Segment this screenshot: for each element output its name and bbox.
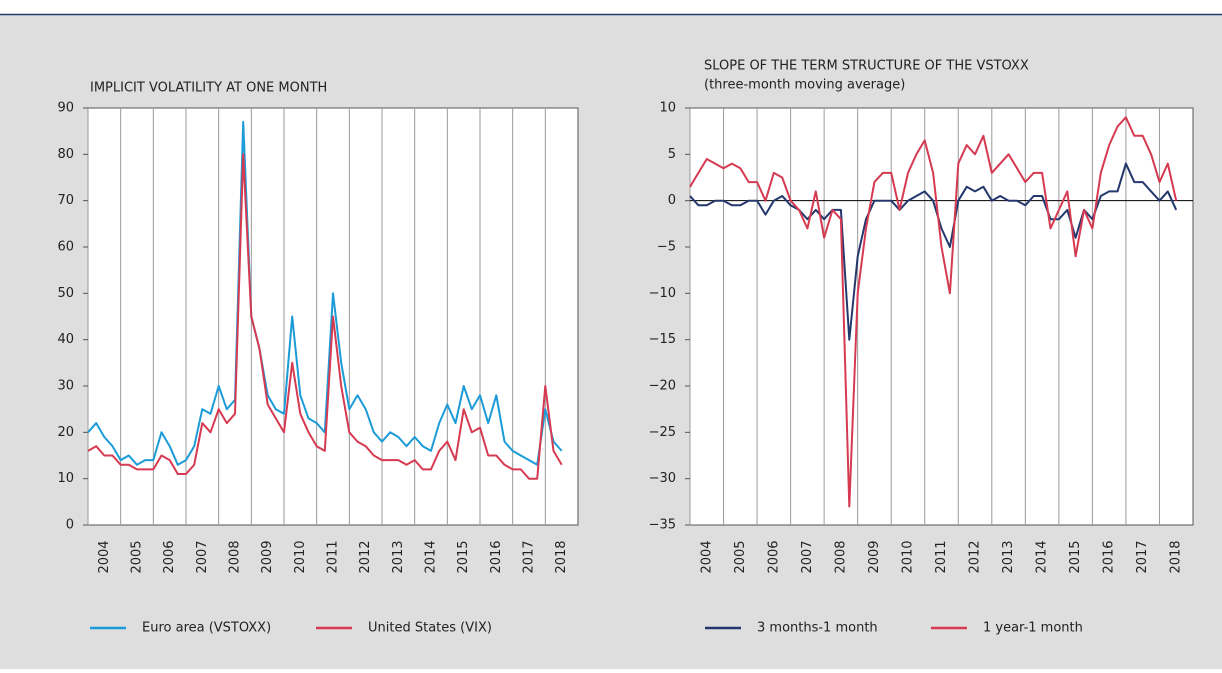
- x-tick-label: 2007: [800, 540, 815, 573]
- y-tick-label: 5: [668, 147, 676, 162]
- x-tick-label: 2014: [424, 540, 439, 573]
- chart-subtitle: (three-month moving average): [704, 78, 905, 93]
- chart-title: IMPLICIT VOLATILITY AT ONE MONTH: [90, 81, 327, 96]
- plot-area: [689, 107, 1194, 526]
- x-tick-label: 2010: [293, 540, 308, 573]
- y-tick-label: 10: [57, 471, 74, 486]
- x-tick-label: 2013: [1001, 540, 1016, 573]
- legend-label: Euro area (VSTOXX): [142, 621, 271, 636]
- x-tick-label: 2016: [1102, 540, 1117, 573]
- x-tick-label: 2008: [833, 540, 848, 573]
- y-tick-label: 20: [57, 425, 74, 440]
- series-line: [87, 153, 563, 480]
- x-tick-label: 2015: [1068, 540, 1083, 573]
- y-tick-label: −30: [649, 471, 676, 486]
- y-tick-label: −20: [649, 379, 676, 394]
- chart-title: SLOPE OF THE TERM STRUCTURE OF THE VSTOX…: [704, 59, 1029, 74]
- x-tick-label: 2006: [766, 540, 781, 573]
- series-line: [689, 116, 1178, 508]
- y-tick-label: −35: [649, 518, 676, 533]
- y-tick-label: 0: [66, 518, 74, 533]
- y-tick-label: 70: [57, 193, 74, 208]
- x-tick-label: 2012: [968, 540, 983, 573]
- x-tick-label: 2018: [1169, 540, 1184, 573]
- x-tick-label: 2010: [900, 540, 915, 573]
- x-tick-label: 2005: [130, 540, 145, 573]
- legend-label: 3 months-1 month: [757, 621, 878, 636]
- x-tick-label: 2011: [326, 540, 341, 573]
- x-tick-label: 2011: [934, 540, 949, 573]
- x-tick-label: 2007: [195, 540, 210, 573]
- y-tick-label: 0: [668, 193, 676, 208]
- x-tick-label: 2012: [358, 540, 373, 573]
- x-tick-label: 2017: [1135, 540, 1150, 573]
- legend-label: United States (VIX): [368, 621, 492, 636]
- x-tick-label: 2016: [489, 540, 504, 573]
- y-tick-label: 90: [57, 101, 74, 116]
- series-line: [87, 120, 563, 466]
- y-tick-label: −5: [657, 240, 676, 255]
- x-tick-label: 2015: [456, 540, 471, 573]
- y-tick-label: 30: [57, 379, 74, 394]
- y-tick-label: 10: [659, 101, 676, 116]
- y-tick-label: 40: [57, 332, 74, 347]
- legend-label: 1 year-1 month: [983, 621, 1083, 636]
- y-tick-label: −15: [649, 332, 676, 347]
- y-tick-label: −25: [649, 425, 676, 440]
- y-tick-label: 80: [57, 147, 74, 162]
- x-tick-label: 2013: [391, 540, 406, 573]
- x-tick-label: 2009: [260, 540, 275, 573]
- x-tick-label: 2014: [1035, 540, 1050, 573]
- y-tick-label: −10: [649, 286, 676, 301]
- x-tick-label: 2004: [97, 540, 112, 573]
- x-tick-label: 2018: [554, 540, 569, 573]
- y-tick-label: 50: [57, 286, 74, 301]
- x-tick-label: 2008: [228, 540, 243, 573]
- y-tick-label: 60: [57, 240, 74, 255]
- x-tick-label: 2006: [162, 540, 177, 573]
- x-tick-label: 2004: [699, 540, 714, 573]
- x-tick-label: 2005: [733, 540, 748, 573]
- x-tick-label: 2017: [522, 540, 537, 573]
- x-tick-label: 2009: [867, 540, 882, 573]
